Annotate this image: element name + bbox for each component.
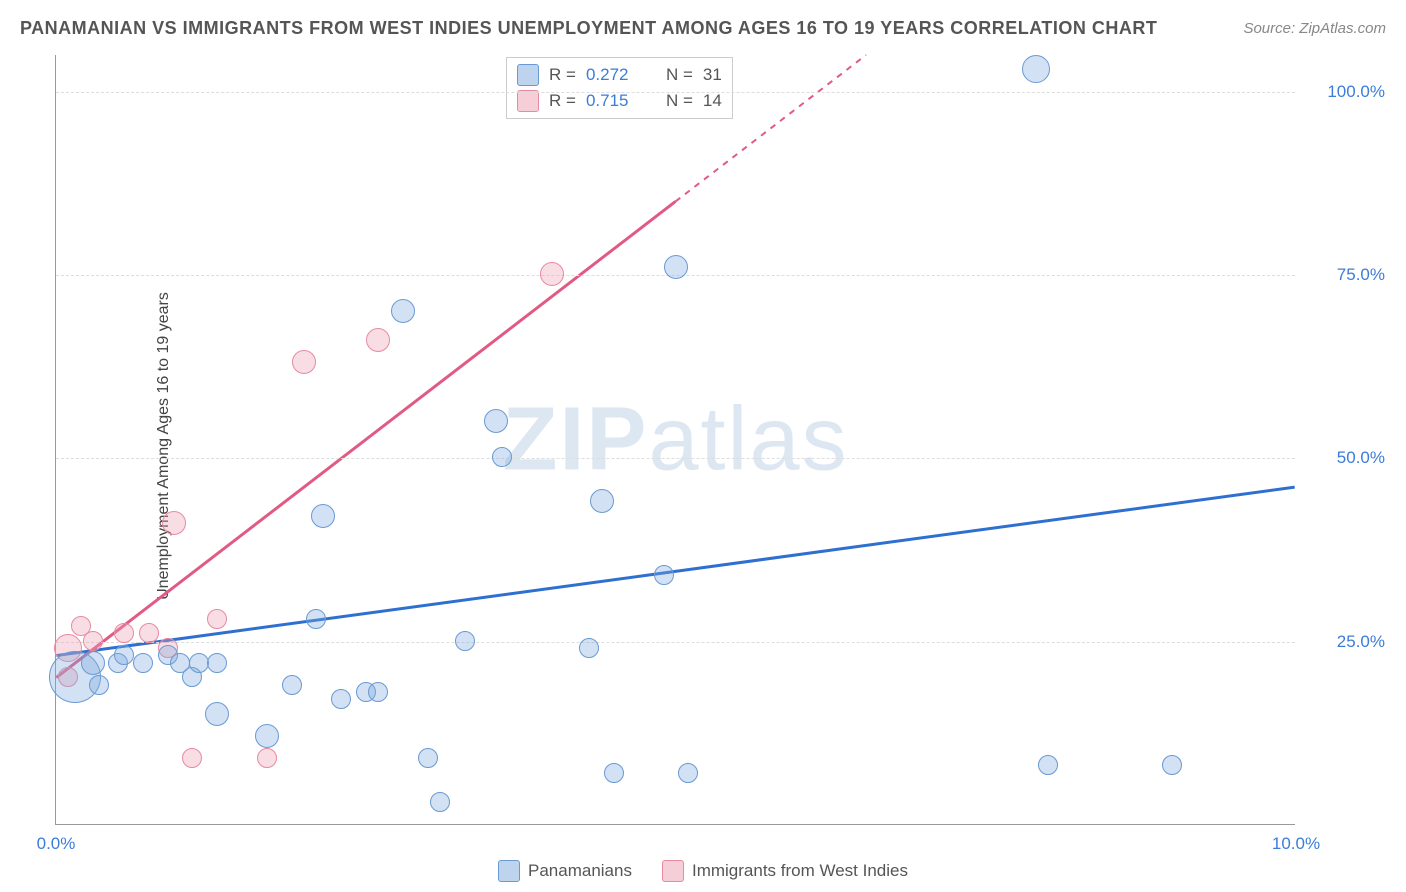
chart-title: PANAMANIAN VS IMMIGRANTS FROM WEST INDIE… [20,18,1157,39]
r-prefix: R = [549,65,576,85]
legend-label-pink: Immigrants from West Indies [692,861,908,881]
data-point-pink [182,748,202,768]
legend-label-blue: Panamanians [528,861,632,881]
x-tick-label: 0.0% [37,834,76,854]
y-tick-label: 100.0% [1327,82,1385,102]
n-value-pink: 14 [703,91,722,111]
y-tick-label: 50.0% [1337,448,1385,468]
data-point-blue [368,682,388,702]
gridline [56,458,1295,459]
data-point-pink [366,328,390,352]
data-point-blue [654,565,674,585]
swatch-blue [517,64,539,86]
data-point-blue [255,724,279,748]
data-point-blue [455,631,475,651]
n-prefix: N = [666,91,693,111]
data-point-blue [81,651,105,675]
data-point-blue [590,489,614,513]
trend-lines-svg [56,55,1295,824]
data-point-blue [484,409,508,433]
y-tick-label: 25.0% [1337,632,1385,652]
legend-item-pink: Immigrants from West Indies [662,860,908,882]
source-label: Source: ZipAtlas.com [1243,20,1386,37]
data-point-blue [418,748,438,768]
data-point-blue [207,653,227,673]
data-point-blue [430,792,450,812]
data-point-blue [391,299,415,323]
data-point-blue [311,504,335,528]
data-point-blue [1022,55,1050,83]
data-point-blue [205,702,229,726]
data-point-blue [189,653,209,673]
data-point-blue [579,638,599,658]
trend-line [56,487,1294,655]
stats-legend: R = 0.272 N = 31 R = 0.715 N = 14 [506,57,733,119]
y-tick-label: 75.0% [1337,265,1385,285]
swatch-blue [498,860,520,882]
n-prefix: N = [666,65,693,85]
data-point-pink [139,623,159,643]
r-value-pink: 0.715 [586,91,646,111]
n-value-blue: 31 [703,65,722,85]
swatch-pink [517,90,539,112]
stats-row-blue: R = 0.272 N = 31 [517,62,722,88]
legend-item-blue: Panamanians [498,860,632,882]
data-point-pink [114,623,134,643]
data-point-pink [292,350,316,374]
data-point-blue [678,763,698,783]
data-point-pink [162,511,186,535]
data-point-blue [89,675,109,695]
swatch-pink [662,860,684,882]
data-point-blue [1038,755,1058,775]
data-point-blue [133,653,153,673]
data-point-pink [83,631,103,651]
gridline [56,92,1295,93]
data-point-blue [1162,755,1182,775]
trend-line [56,201,675,677]
data-point-blue [492,447,512,467]
r-prefix: R = [549,91,576,111]
chart-plot-area: ZIPatlas R = 0.272 N = 31 R = 0.715 N = … [55,55,1295,825]
r-value-blue: 0.272 [586,65,646,85]
data-point-pink [540,262,564,286]
data-point-blue [114,645,134,665]
data-point-blue [282,675,302,695]
data-point-blue [664,255,688,279]
series-legend: Panamanians Immigrants from West Indies [498,860,908,882]
data-point-blue [306,609,326,629]
data-point-pink [207,609,227,629]
gridline [56,642,1295,643]
data-point-blue [331,689,351,709]
data-point-blue [604,763,624,783]
x-tick-label: 10.0% [1272,834,1320,854]
data-point-pink [257,748,277,768]
